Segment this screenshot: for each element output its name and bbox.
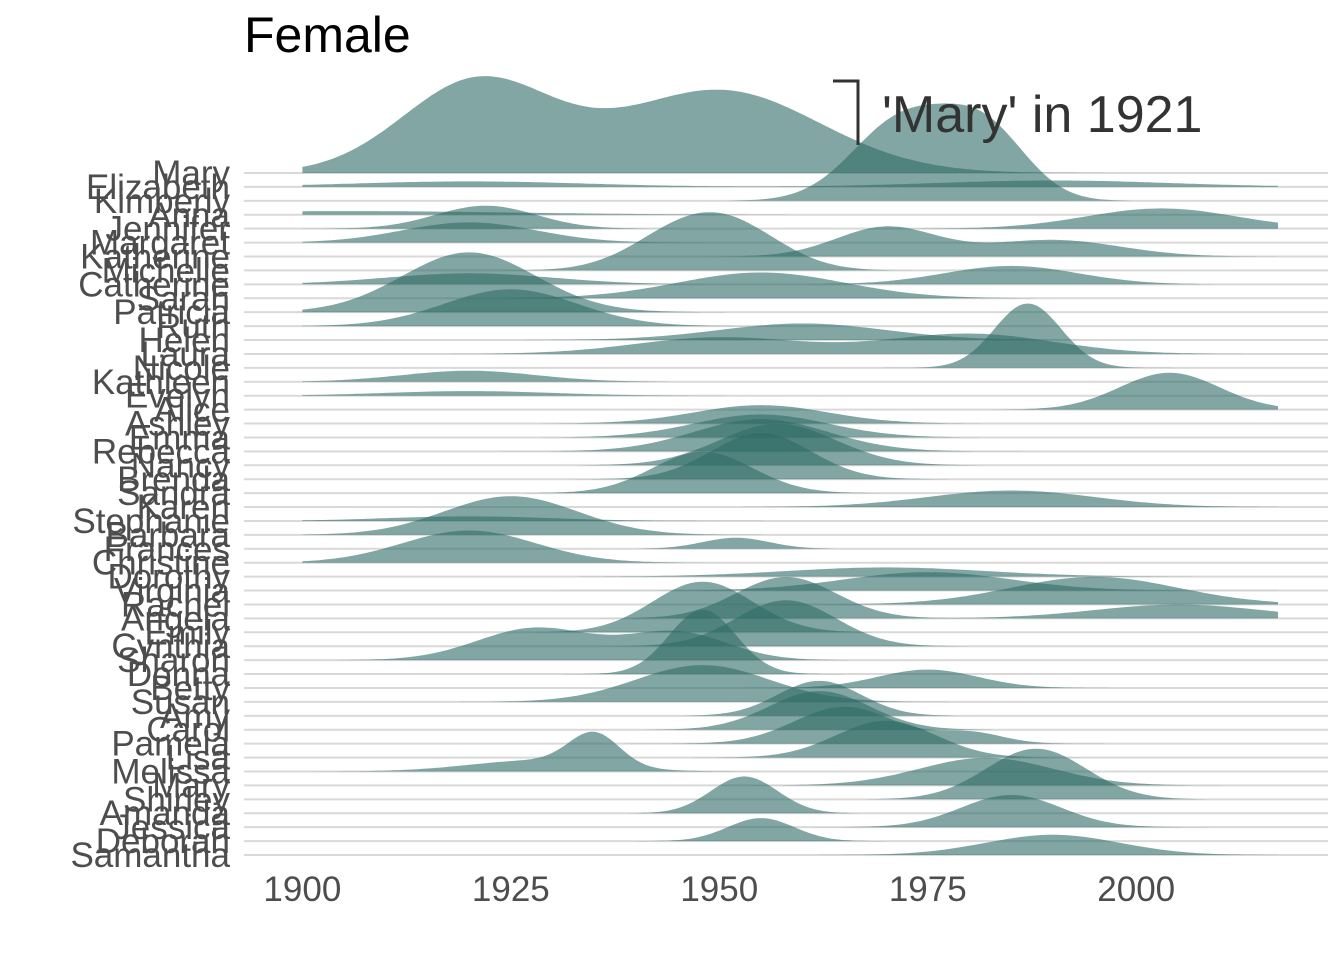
ridge-frances	[302, 537, 1278, 549]
y-label-susan: Susan	[131, 683, 230, 722]
y-label-karen: Karen	[137, 488, 230, 527]
ridge-jessica	[302, 795, 1278, 828]
y-label-barbara: Barbara	[105, 516, 230, 555]
ridge-deborah	[302, 818, 1278, 842]
y-label-lisa: Lisa	[166, 739, 231, 778]
y-label-jennifer: Jennifer	[105, 210, 230, 249]
y-label-anna: Anna	[148, 196, 230, 235]
ridge-evelyn	[302, 391, 1278, 396]
y-label-michelle: Michelle	[102, 251, 230, 290]
ridge-jennifer	[302, 205, 1278, 229]
y-label-emma: Emma	[129, 418, 231, 457]
y-label-ruth: Ruth	[156, 307, 230, 346]
y-label-mary: Mary	[152, 154, 230, 193]
y-label-brenda: Brenda	[117, 460, 230, 499]
y-label-kathleen: Kathleen	[92, 363, 230, 402]
y-label-rachel: Rachel	[121, 585, 230, 624]
y-label-sarah: Sarah	[137, 279, 230, 318]
y-label-rebecca: Rebecca	[92, 432, 231, 471]
y-label-frances: Frances	[104, 530, 230, 569]
y-label-sandra: Sandra	[117, 474, 230, 513]
x-tick-2000: 2000	[1097, 870, 1175, 909]
y-label-christine: Christine	[92, 544, 230, 583]
y-label-betty: Betty	[150, 669, 230, 708]
ridge-amanda	[302, 776, 1278, 814]
y-label-mary: Mary	[152, 766, 230, 805]
ridge-anna	[302, 211, 1278, 215]
ridge-shirley	[302, 748, 1278, 800]
ridge-kathleen	[302, 370, 1278, 382]
y-label-nancy: Nancy	[131, 446, 231, 485]
ridge-michelle	[302, 212, 1278, 271]
y-label-samantha: Samantha	[70, 836, 230, 875]
y-label-margaret: Margaret	[90, 224, 230, 263]
y-label-dorothy: Dorothy	[107, 558, 230, 597]
ridge-margaret	[302, 222, 1278, 243]
ridge-pamela	[302, 706, 1278, 744]
ridge-melissa	[302, 731, 1278, 772]
ridge-kimberly	[302, 103, 1278, 201]
y-label-kimberly: Kimberly	[94, 182, 231, 221]
ridge-samantha	[819, 834, 1278, 855]
y-label-angela: Angela	[121, 599, 231, 638]
ridges	[302, 76, 1278, 855]
ridge-rachel	[302, 576, 1278, 605]
annotation-bracket	[833, 79, 860, 145]
y-label-ashley: Ashley	[125, 405, 231, 444]
y-label-pamela: Pamela	[111, 725, 230, 764]
y-label-carol: Carol	[146, 711, 230, 750]
y-label-shirley: Shirley	[123, 780, 230, 819]
ridge-brenda	[302, 433, 1278, 480]
x-axis-ticks: 1900 1925 1950 1975 2000	[263, 870, 1175, 909]
y-label-deborah: Deborah	[96, 822, 230, 861]
ridge-helen	[302, 323, 1278, 340]
ridge-ashley	[302, 405, 1278, 424]
ridge-sarah	[302, 272, 1278, 299]
chart-title: Female	[244, 7, 411, 63]
y-label-emily: Emily	[144, 613, 230, 652]
y-label-katherine: Katherine	[80, 238, 230, 277]
y-label-stephanie: Stephanie	[72, 502, 230, 541]
x-tick-1900: 1900	[263, 870, 341, 909]
ridge-karen	[302, 490, 1278, 507]
ridge-sharon	[302, 627, 1278, 661]
y-label-virginia: Virginia	[114, 572, 231, 611]
ridge-nicole	[302, 303, 1278, 368]
ridge-sandra	[302, 451, 1278, 494]
ridge-ruth	[302, 289, 1278, 327]
y-label-laura: Laura	[140, 335, 230, 374]
y-axis-labels: MaryElizabethKimberlyAnnaJenniferMargare…	[70, 154, 230, 875]
y-label-melissa: Melissa	[111, 752, 230, 791]
y-label-patricia: Patricia	[113, 293, 230, 332]
ridge-angela	[302, 577, 1278, 619]
ridge-dorothy	[302, 567, 1278, 577]
ridge-christine	[302, 530, 1278, 563]
y-label-amy: Amy	[160, 697, 231, 736]
ridge-mary	[302, 76, 1278, 173]
ridge-carol	[302, 691, 1278, 730]
y-label-donna: Donna	[127, 655, 231, 694]
y-label-helen: Helen	[139, 321, 230, 360]
ridge-barbara	[302, 496, 1278, 535]
ridge-katherine	[302, 226, 1278, 257]
y-label-sharon: Sharon	[117, 641, 230, 680]
x-tick-1975: 1975	[889, 870, 967, 909]
y-label-alice: Alice	[154, 391, 230, 430]
x-tick-1950: 1950	[680, 870, 758, 909]
y-label-catherine: Catherine	[78, 265, 230, 304]
y-label-jessica: Jessica	[113, 808, 230, 847]
ridge-cynthia	[302, 600, 1278, 647]
annotation-label: 'Mary' in 1921	[882, 86, 1202, 144]
x-tick-1925: 1925	[472, 870, 550, 909]
y-label-evelyn: Evelyn	[125, 377, 230, 416]
ridge-catherine	[302, 265, 1278, 285]
y-label-cynthia: Cynthia	[111, 627, 230, 666]
y-label-elizabeth: Elizabeth	[86, 168, 230, 207]
y-label-amanda: Amanda	[100, 794, 231, 833]
y-label-nicole: Nicole	[133, 349, 230, 388]
ridge-alice	[302, 372, 1278, 410]
